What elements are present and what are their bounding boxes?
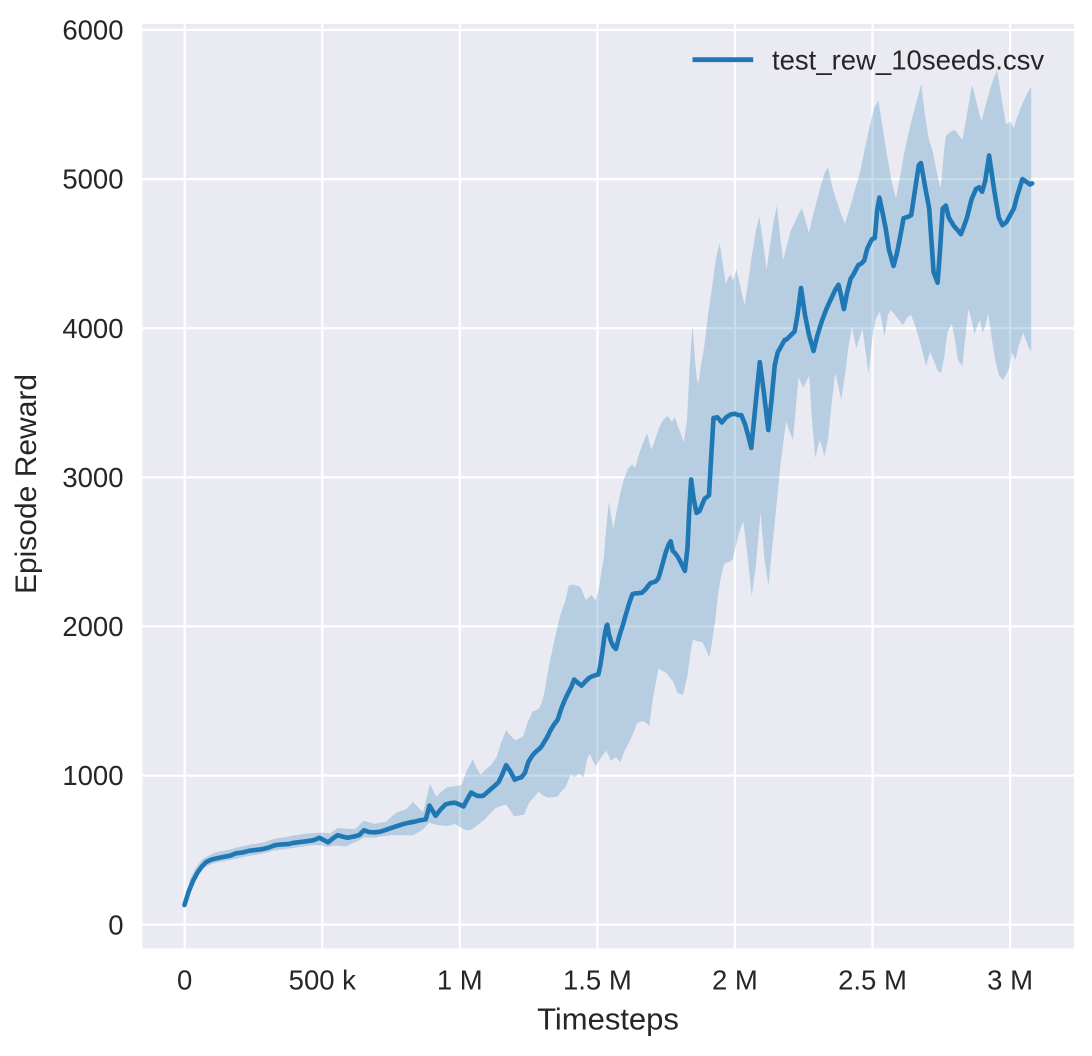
svg-text:2.5 M: 2.5 M: [838, 965, 907, 996]
svg-text:3000: 3000: [62, 462, 123, 493]
svg-text:1000: 1000: [62, 760, 123, 791]
svg-text:0: 0: [177, 965, 192, 996]
svg-text:6000: 6000: [62, 15, 123, 46]
svg-text:Timesteps: Timesteps: [537, 1001, 679, 1036]
svg-text:test_rew_10seeds.csv: test_rew_10seeds.csv: [772, 44, 1044, 75]
svg-text:0: 0: [108, 909, 123, 940]
svg-text:5000: 5000: [62, 164, 123, 195]
svg-text:1.5 M: 1.5 M: [563, 965, 632, 996]
svg-text:Episode Reward: Episode Reward: [10, 374, 43, 594]
svg-text:500 k: 500 k: [289, 965, 357, 996]
svg-text:2000: 2000: [62, 611, 123, 642]
svg-text:1 M: 1 M: [437, 965, 483, 996]
svg-text:3 M: 3 M: [987, 965, 1033, 996]
svg-text:4000: 4000: [62, 313, 123, 344]
svg-text:2 M: 2 M: [712, 965, 758, 996]
